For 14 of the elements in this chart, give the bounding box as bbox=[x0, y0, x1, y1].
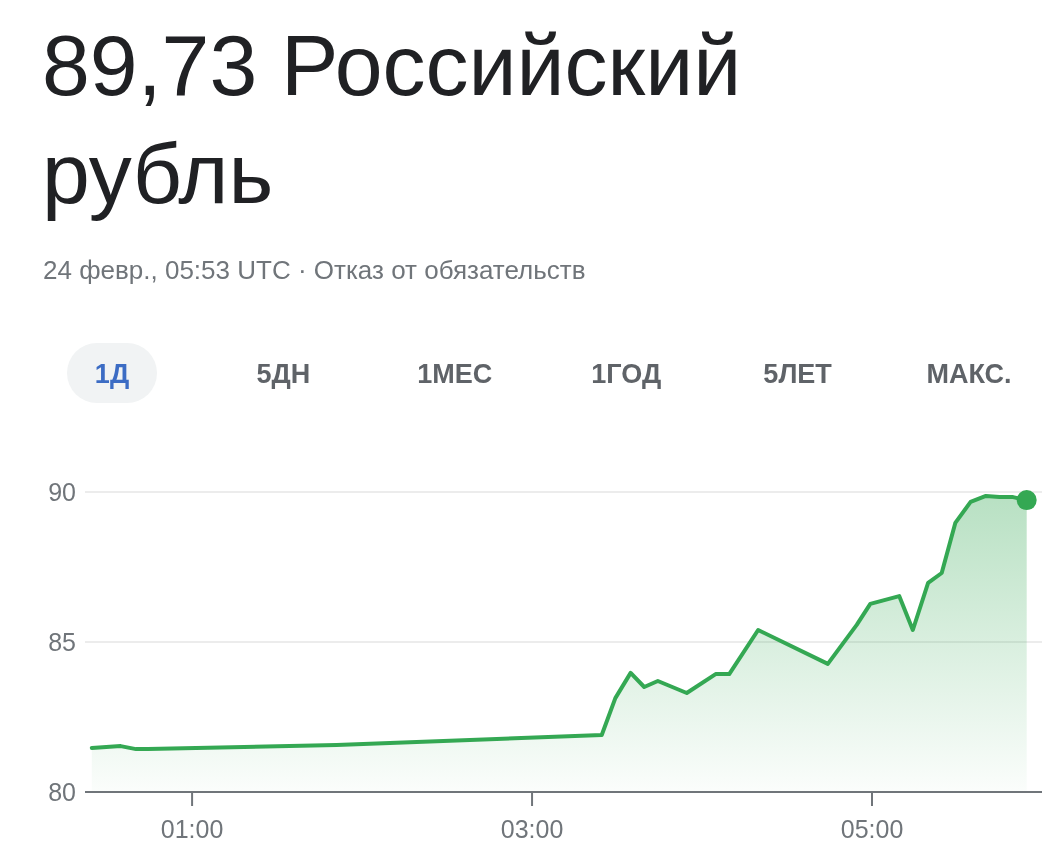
chart-title: 89,73 Российский рубль bbox=[42, 17, 742, 221]
y-tick-label: 80 bbox=[48, 778, 76, 806]
text: 1МЕС bbox=[417, 359, 493, 389]
text: 1ГОД bbox=[591, 359, 662, 389]
x-tick-label: 03:00 bbox=[500, 815, 564, 843]
chart-subtitle: 24 февр., 05:53 UTC · Отказ от обязательств bbox=[43, 255, 586, 285]
y-tick-label: 90 bbox=[48, 478, 76, 506]
text: 5ЛЕТ bbox=[763, 359, 833, 389]
x-tick-label: 01:00 bbox=[160, 815, 224, 843]
text: 1Д bbox=[94, 359, 130, 389]
text: 5ДН bbox=[256, 359, 311, 389]
text: МАКС. bbox=[926, 359, 1012, 389]
x-tick-label: 05:00 bbox=[840, 815, 904, 843]
y-tick-label: 85 bbox=[48, 628, 76, 656]
